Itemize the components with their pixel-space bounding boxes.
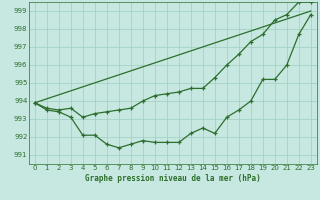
X-axis label: Graphe pression niveau de la mer (hPa): Graphe pression niveau de la mer (hPa) xyxy=(85,174,261,183)
